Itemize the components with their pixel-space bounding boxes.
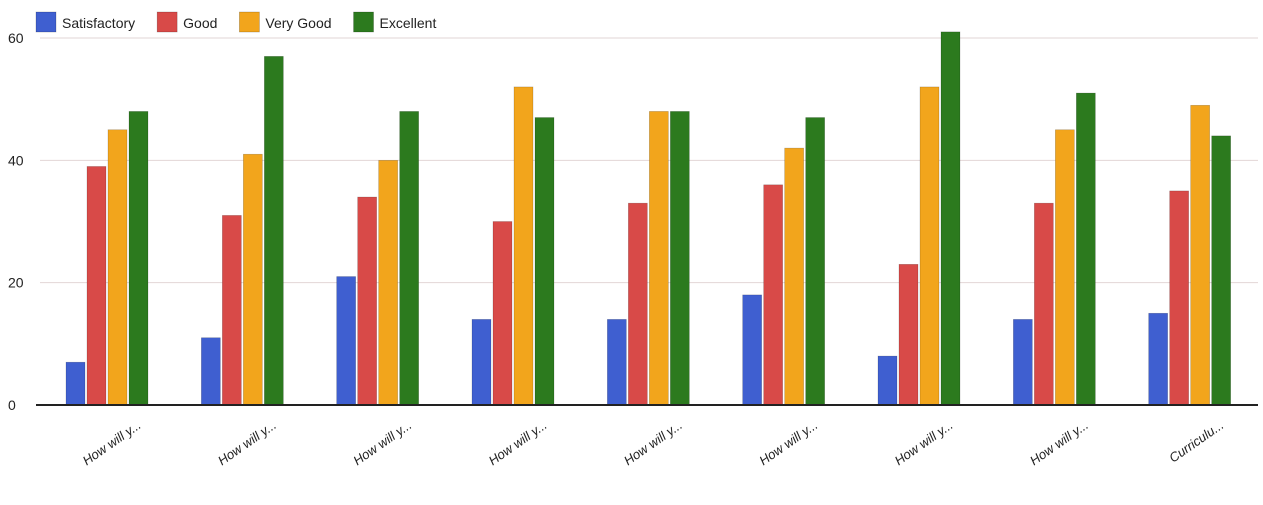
bar-good-6 xyxy=(898,264,919,406)
y-tick-label: 40 xyxy=(8,152,24,168)
bar-satisfactory-0 xyxy=(65,361,86,406)
bar-satisfactory-2 xyxy=(336,276,356,406)
grid-lines xyxy=(40,37,1258,284)
x-tick-label: How will y... xyxy=(1027,417,1091,468)
bar-very-good-0 xyxy=(107,129,128,406)
bar-excellent-5 xyxy=(805,117,825,406)
bar-excellent-2 xyxy=(399,111,419,406)
bar-good-8 xyxy=(1169,190,1189,406)
x-tick-label: How will y... xyxy=(892,417,956,468)
x-tick-label: How will y... xyxy=(486,417,550,468)
bar-very-good-5 xyxy=(784,147,804,406)
x-tick-label: How will y... xyxy=(621,417,685,468)
x-tick-label: How will y... xyxy=(215,417,279,468)
bar-good-0 xyxy=(86,166,107,406)
bar-satisfactory-1 xyxy=(201,337,221,406)
bar-excellent-7 xyxy=(1076,92,1096,406)
bar-satisfactory-7 xyxy=(1013,319,1033,406)
bar-very-good-7 xyxy=(1055,129,1075,406)
bar-excellent-1 xyxy=(264,56,284,406)
bar-good-1 xyxy=(222,215,242,406)
legend-label-good: Good xyxy=(183,15,217,31)
bar-excellent-4 xyxy=(670,111,690,406)
legend-swatch-very-good xyxy=(239,11,260,33)
bar-satisfactory-5 xyxy=(742,294,762,406)
legend-swatch-good xyxy=(156,11,178,33)
bar-excellent-8 xyxy=(1211,135,1231,406)
bars xyxy=(65,31,1231,406)
legend-label-very-good: Very Good xyxy=(265,15,331,31)
bar-very-good-8 xyxy=(1190,104,1210,406)
x-tick-label: Curriculu... xyxy=(1166,417,1226,465)
legend-label-excellent: Excellent xyxy=(380,15,437,31)
bar-satisfactory-4 xyxy=(607,319,627,406)
bar-good-5 xyxy=(763,184,783,406)
x-tick-label: How will y... xyxy=(80,417,144,468)
legend-label-satisfactory: Satisfactory xyxy=(62,15,135,31)
legend-swatch-satisfactory xyxy=(35,11,57,33)
bar-excellent-3 xyxy=(534,117,555,406)
bar-good-4 xyxy=(628,202,648,406)
bar-good-2 xyxy=(357,196,377,406)
y-tick-label: 60 xyxy=(8,30,24,46)
bar-very-good-4 xyxy=(649,111,669,406)
bar-satisfactory-6 xyxy=(877,355,898,406)
bar-very-good-1 xyxy=(243,153,263,406)
legend: Satisfactory Good Very Good Excellent xyxy=(35,11,437,33)
y-tick-label: 20 xyxy=(8,275,24,291)
bar-satisfactory-3 xyxy=(471,319,492,406)
bar-very-good-6 xyxy=(919,86,940,406)
bar-good-3 xyxy=(492,221,513,406)
bar-excellent-0 xyxy=(128,111,149,406)
x-tick-label: How will y... xyxy=(350,417,414,468)
bar-very-good-3 xyxy=(513,86,534,406)
bar-excellent-6 xyxy=(940,31,961,406)
bar-good-7 xyxy=(1034,202,1054,406)
bar-very-good-2 xyxy=(378,160,398,406)
legend-swatch-excellent xyxy=(353,11,374,33)
bar-satisfactory-8 xyxy=(1148,312,1168,406)
y-tick-label: 0 xyxy=(8,397,16,413)
x-tick-label: How will y... xyxy=(756,417,820,468)
